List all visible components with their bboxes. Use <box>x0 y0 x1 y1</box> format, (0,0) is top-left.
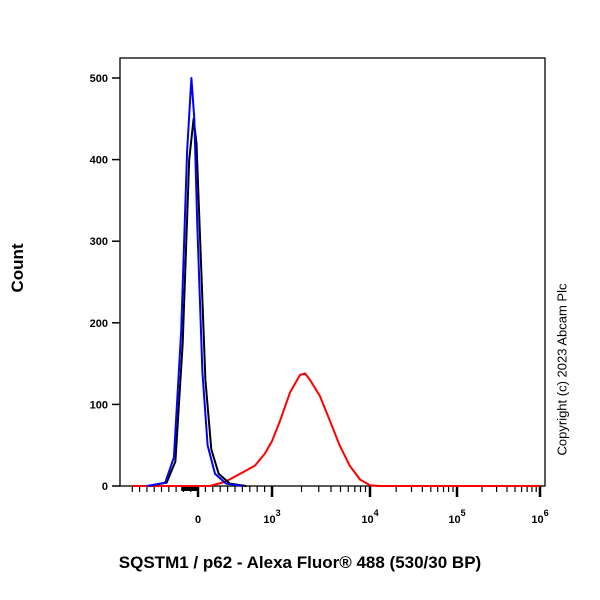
x-axis-label: SQSTM1 / p62 - Alexa Fluor® 488 (530/30 … <box>118 553 482 572</box>
y-tick-label: 200 <box>90 318 108 330</box>
y-tick-label: 100 <box>90 399 108 411</box>
x-tick-label: 106 <box>531 508 548 526</box>
y-tick-label: 300 <box>90 236 108 248</box>
copyright-text: Copyright (c) 2023 Abcam Plc <box>554 283 570 456</box>
x-tick-label: 0 <box>195 514 201 526</box>
x-tick-label: 103 <box>263 508 280 526</box>
y-tick-label: 400 <box>90 155 108 167</box>
y-axis-label: Count <box>8 243 27 293</box>
y-tick-label: 0 <box>102 481 108 493</box>
y-tick-label: 500 <box>90 73 108 85</box>
histogram-series-line <box>146 77 243 487</box>
x-tick-label: 104 <box>361 508 378 526</box>
histogram-series-line <box>132 372 540 487</box>
histogram-series-line <box>148 117 247 487</box>
x-tick-label: 105 <box>448 508 465 526</box>
x-zero-tick-cluster <box>181 486 198 491</box>
plot-frame <box>119 57 546 487</box>
